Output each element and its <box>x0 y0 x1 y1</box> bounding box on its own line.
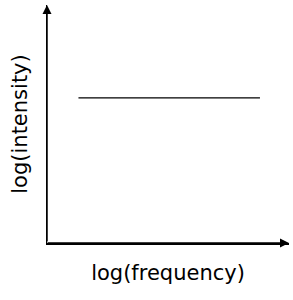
svg-text:log(intensity): log(intensity) <box>8 54 32 193</box>
svg-text:log(frequency): log(frequency) <box>91 261 245 285</box>
